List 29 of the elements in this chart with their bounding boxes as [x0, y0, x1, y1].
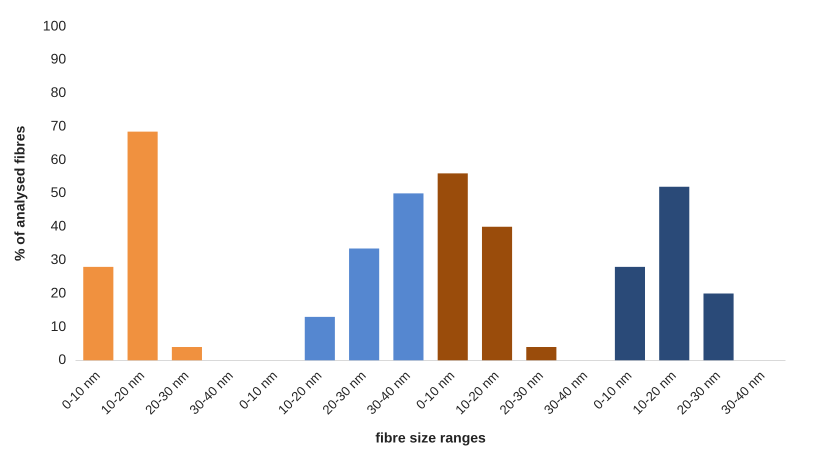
- x-tick-label: 0-10 nm: [413, 368, 458, 412]
- x-tick-label: 0-10 nm: [590, 368, 635, 412]
- y-tick-label: 0: [58, 351, 66, 368]
- bar: [393, 193, 424, 360]
- y-tick-label: 20: [50, 284, 66, 300]
- y-tick-label: 90: [50, 50, 66, 67]
- bar: [614, 266, 646, 360]
- bar: [128, 132, 158, 360]
- y-tick-label: 10: [50, 318, 66, 334]
- y-tick-label: 40: [50, 218, 66, 234]
- x-tick-label: 0-10 nm: [58, 368, 103, 412]
- bar: [659, 186, 690, 360]
- bar: [304, 316, 335, 360]
- y-tick-label: 30: [50, 251, 66, 268]
- x-axis-title: fibre size ranges: [375, 429, 486, 446]
- x-tick-label: 0-10 nm: [236, 368, 280, 412]
- y-tick-label: 50: [50, 184, 66, 200]
- bar: [526, 346, 556, 360]
- bar: [172, 346, 202, 360]
- y-tick-label: 80: [50, 84, 66, 100]
- y-tick-label: 100: [42, 17, 66, 34]
- y-axis-title: % of analysed fibres: [11, 125, 28, 262]
- bar: [482, 226, 512, 360]
- y-tick-label: 60: [50, 150, 66, 167]
- y-tick-label: 70: [50, 117, 66, 134]
- bar: [349, 248, 380, 360]
- bar: [438, 173, 468, 360]
- bar: [703, 294, 734, 360]
- bar: [83, 266, 114, 360]
